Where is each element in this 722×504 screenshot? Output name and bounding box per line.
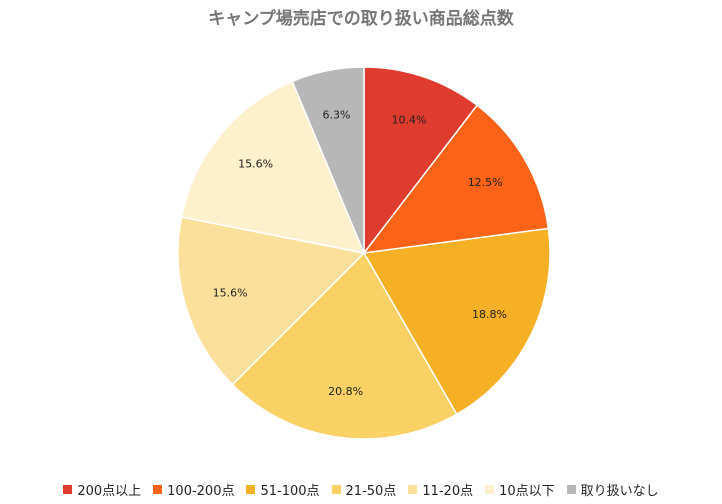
legend-label-2: 51-100点 xyxy=(260,483,320,499)
slice-label-6: 6.3% xyxy=(322,109,350,122)
legend-item-4: 11-20点 xyxy=(408,480,473,499)
slice-label-4: 15.6% xyxy=(213,287,248,300)
legend-label-4: 11-20点 xyxy=(422,483,474,499)
pie-slice-0 xyxy=(363,66,479,256)
pie-slice-2 xyxy=(362,227,551,416)
slice-label-0: 10.4% xyxy=(391,113,426,126)
slice-label-2: 18.8% xyxy=(472,308,507,321)
legend-item-3: 21-50点 xyxy=(331,480,397,499)
slice-label-3: 20.8% xyxy=(328,385,363,398)
pie-slice-5 xyxy=(180,80,366,255)
legend-swatch-5 xyxy=(485,484,495,494)
legend: 200点以上 100-200点 51-100点 21-50点 11-20点 10点以下 取り… xyxy=(0,478,722,500)
legend-label-3: 21-50点 xyxy=(345,483,397,499)
legend-label-5: 10点以下 xyxy=(499,483,555,499)
legend-item-6: 取り扱いなし xyxy=(566,480,659,499)
pie-slice-1 xyxy=(362,104,550,254)
slice-label-5: 15.6% xyxy=(238,157,273,170)
chart-title: キャンプ場売店での取り扱い商品総点数 xyxy=(208,9,514,29)
pie-slice-3 xyxy=(231,251,458,440)
legend-label-0: 200点以上 xyxy=(77,483,142,499)
legend-swatch-1 xyxy=(153,484,163,494)
legend-swatch-3 xyxy=(331,484,341,494)
legend-swatch-0 xyxy=(63,484,73,494)
legend-label-6: 取り扱いなし xyxy=(580,483,659,499)
legend-item-2: 51-100点 xyxy=(246,480,320,499)
legend-label-1: 100-200点 xyxy=(167,483,235,499)
legend-item-0: 200点以上 xyxy=(63,480,141,499)
pie-slice-4 xyxy=(177,216,366,386)
legend-swatch-2 xyxy=(246,484,256,494)
legend-swatch-6 xyxy=(566,484,576,494)
slice-label-1: 12.5% xyxy=(468,176,503,189)
legend-item-5: 10点以下 xyxy=(485,480,555,499)
pie-slice-6 xyxy=(291,66,365,254)
pie-chart: 10.4% 12.5% 18.8% 20.8% 15.6% 15.6% 6.3% xyxy=(177,66,551,440)
legend-item-1: 100-200点 xyxy=(153,480,234,499)
legend-swatch-4 xyxy=(408,484,418,494)
